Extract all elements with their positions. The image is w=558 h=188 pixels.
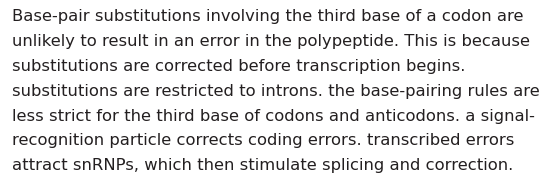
Text: attract snRNPs, which then stimulate splicing and correction.: attract snRNPs, which then stimulate spl… [12, 158, 513, 173]
Text: recognition particle corrects coding errors. transcribed errors: recognition particle corrects coding err… [12, 133, 514, 149]
Text: less strict for the third base of codons and anticodons. a signal-: less strict for the third base of codons… [12, 109, 535, 124]
Text: Base-pair substitutions involving the third base of a codon are: Base-pair substitutions involving the th… [12, 9, 524, 24]
Text: substitutions are restricted to introns. the base-pairing rules are: substitutions are restricted to introns.… [12, 84, 540, 99]
Text: substitutions are corrected before transcription begins.: substitutions are corrected before trans… [12, 59, 465, 74]
Text: unlikely to result in an error in the polypeptide. This is because: unlikely to result in an error in the po… [12, 34, 530, 49]
